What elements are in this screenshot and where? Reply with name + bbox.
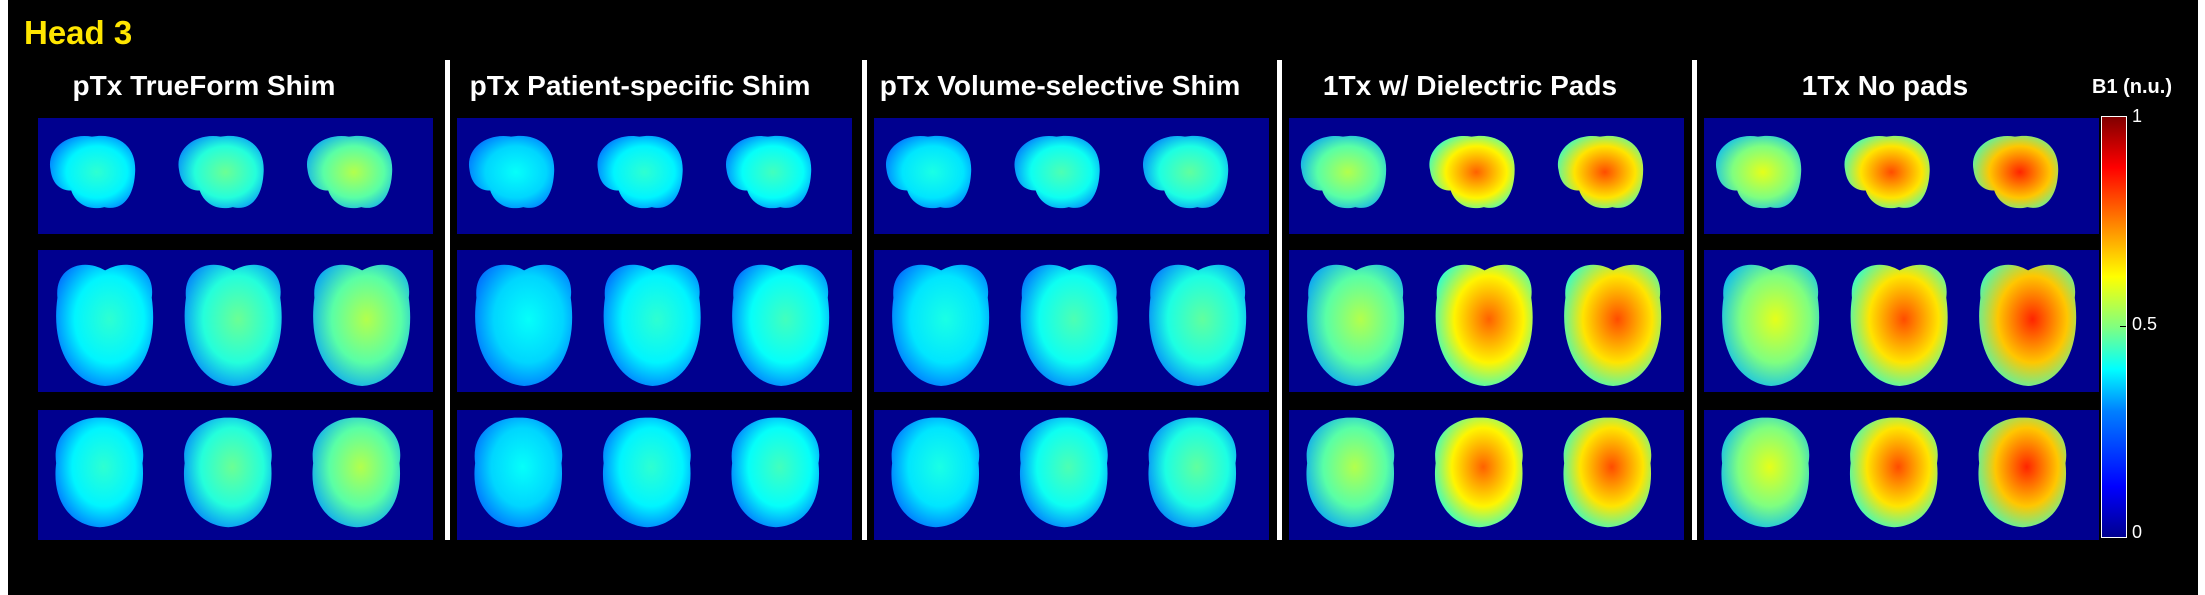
brain-slice-coronal bbox=[474, 417, 563, 528]
brain-slice-axial bbox=[1435, 264, 1533, 386]
b1-map-axial-col5 bbox=[1704, 250, 2099, 392]
brain-slice-axial bbox=[1149, 264, 1247, 386]
column-divider bbox=[1692, 60, 1697, 540]
brain-slice-sagittal bbox=[178, 135, 264, 209]
brain-slice-sagittal bbox=[1972, 135, 2059, 209]
brain-slice-axial bbox=[1979, 264, 2077, 386]
b1-map-sagittal-col2 bbox=[457, 118, 852, 234]
brain-slice-sagittal bbox=[1429, 135, 1515, 209]
brain-slice-sagittal bbox=[1014, 135, 1100, 209]
b1-map-sagittal-col3 bbox=[874, 118, 1269, 234]
colorbar-tick-max: 1 bbox=[2132, 106, 2143, 126]
colorbar bbox=[2101, 116, 2127, 538]
brain-slice-sagittal bbox=[885, 135, 972, 209]
colorbar-tick-min: 0 bbox=[2132, 522, 2143, 542]
column-title-4: 1Tx w/ Dielectric Pads bbox=[1322, 70, 1618, 101]
brain-slice-sagittal bbox=[1300, 135, 1387, 209]
brain-slice-axial bbox=[1020, 264, 1118, 386]
brain-slice-sagittal bbox=[468, 135, 555, 209]
brain-slice-axial bbox=[603, 264, 701, 386]
brain-slice-coronal bbox=[1849, 417, 1938, 528]
brain-slice-sagittal bbox=[1557, 135, 1644, 209]
brain-slice-axial bbox=[1307, 264, 1405, 386]
brain-slice-axial bbox=[892, 264, 990, 386]
brain-slice-coronal bbox=[1563, 417, 1652, 528]
brain-slice-coronal bbox=[602, 417, 691, 528]
column-title-5: 1Tx No pads bbox=[1801, 70, 1969, 101]
brain-slice-sagittal bbox=[725, 135, 812, 209]
brain-slice-sagittal bbox=[1715, 135, 1802, 209]
colorbar-title: B1 (n.u.) bbox=[2092, 76, 2172, 98]
brain-slice-coronal bbox=[183, 417, 272, 528]
brain-slice-coronal bbox=[55, 417, 144, 528]
colorbar-tickmark bbox=[2120, 326, 2126, 327]
colorbar-tick-mid: 0.5 bbox=[2132, 314, 2158, 334]
b1-map-sagittal-col4 bbox=[1289, 118, 1684, 234]
brain-slice-coronal bbox=[731, 417, 820, 528]
column-title-1: pTx TrueForm Shim bbox=[72, 70, 336, 101]
brain-slice-sagittal bbox=[1142, 135, 1229, 209]
brain-slice-axial bbox=[1564, 264, 1662, 386]
brain-slice-sagittal bbox=[597, 135, 683, 209]
brain-slice-axial bbox=[313, 264, 411, 386]
brain-slice-coronal bbox=[891, 417, 980, 528]
brain-slice-coronal bbox=[1434, 417, 1523, 528]
b1-map-axial-col3 bbox=[874, 250, 1269, 392]
b1-map-coronal-col2 bbox=[457, 410, 852, 540]
b1-map-sagittal-col1 bbox=[38, 118, 433, 234]
column-divider bbox=[862, 60, 867, 540]
brain-slice-coronal bbox=[312, 417, 401, 528]
column-divider bbox=[1277, 60, 1282, 540]
brain-slice-coronal bbox=[1721, 417, 1810, 528]
brain-slice-axial bbox=[1722, 264, 1820, 386]
brain-slice-axial bbox=[475, 264, 573, 386]
column-title-2: pTx Patient-specific Shim bbox=[469, 70, 811, 101]
brain-slice-sagittal bbox=[49, 135, 136, 209]
b1-map-sagittal-col5 bbox=[1704, 118, 2099, 234]
column-divider bbox=[445, 60, 450, 540]
b1-map-coronal-col1 bbox=[38, 410, 433, 540]
brain-slice-coronal bbox=[1019, 417, 1108, 528]
brain-slice-axial bbox=[1850, 264, 1948, 386]
brain-slice-coronal bbox=[1148, 417, 1237, 528]
column-title-3: pTx Volume-selective Shim bbox=[879, 70, 1241, 101]
head-label: Head 3 bbox=[24, 14, 133, 51]
brain-slice-axial bbox=[184, 264, 282, 386]
b1-map-coronal-col3 bbox=[874, 410, 1269, 540]
brain-slice-axial bbox=[732, 264, 830, 386]
brain-slice-sagittal bbox=[1844, 135, 1930, 209]
brain-slice-axial bbox=[56, 264, 154, 386]
b1-map-axial-col4 bbox=[1289, 250, 1684, 392]
b1-map-coronal-col4 bbox=[1289, 410, 1684, 540]
brain-slice-coronal bbox=[1306, 417, 1395, 528]
b1-map-axial-col2 bbox=[457, 250, 852, 392]
brain-slice-sagittal bbox=[306, 135, 393, 209]
b1-map-axial-col1 bbox=[38, 250, 433, 392]
brain-slice-coronal bbox=[1978, 417, 2067, 528]
b1-map-coronal-col5 bbox=[1704, 410, 2099, 540]
